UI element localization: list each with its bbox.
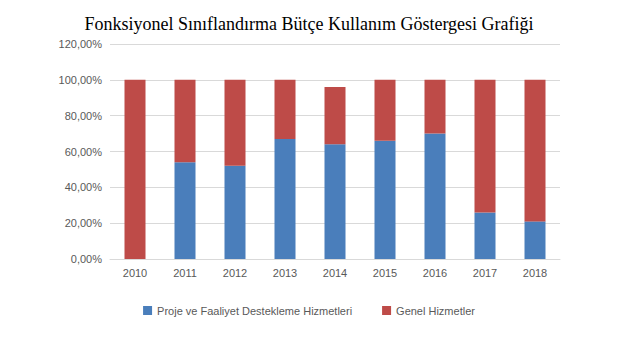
svg-text:2016: 2016 — [423, 267, 447, 279]
svg-text:2012: 2012 — [223, 267, 247, 279]
svg-text:2013: 2013 — [273, 267, 297, 279]
svg-text:Genel Hizmetler: Genel Hizmetler — [396, 305, 475, 317]
svg-text:0,00%: 0,00% — [71, 253, 102, 265]
svg-text:Fonksiyonel Sınıflandırma Bütç: Fonksiyonel Sınıflandırma Bütçe Kullanım… — [84, 14, 533, 34]
svg-text:2017: 2017 — [473, 267, 497, 279]
svg-text:20,00%: 20,00% — [65, 217, 103, 229]
svg-text:100,00%: 100,00% — [59, 74, 103, 86]
svg-text:2010: 2010 — [123, 267, 147, 279]
svg-text:120,00%: 120,00% — [59, 38, 103, 50]
svg-text:Proje ve Faaliyet Destekleme H: Proje ve Faaliyet Destekleme Hizmetleri — [157, 305, 352, 317]
svg-text:2018: 2018 — [523, 267, 547, 279]
svg-text:2014: 2014 — [323, 267, 347, 279]
svg-text:40,00%: 40,00% — [65, 181, 103, 193]
svg-text:80,00%: 80,00% — [65, 110, 103, 122]
svg-text:2015: 2015 — [373, 267, 397, 279]
svg-text:2011: 2011 — [173, 267, 197, 279]
svg-text:60,00%: 60,00% — [65, 146, 103, 158]
